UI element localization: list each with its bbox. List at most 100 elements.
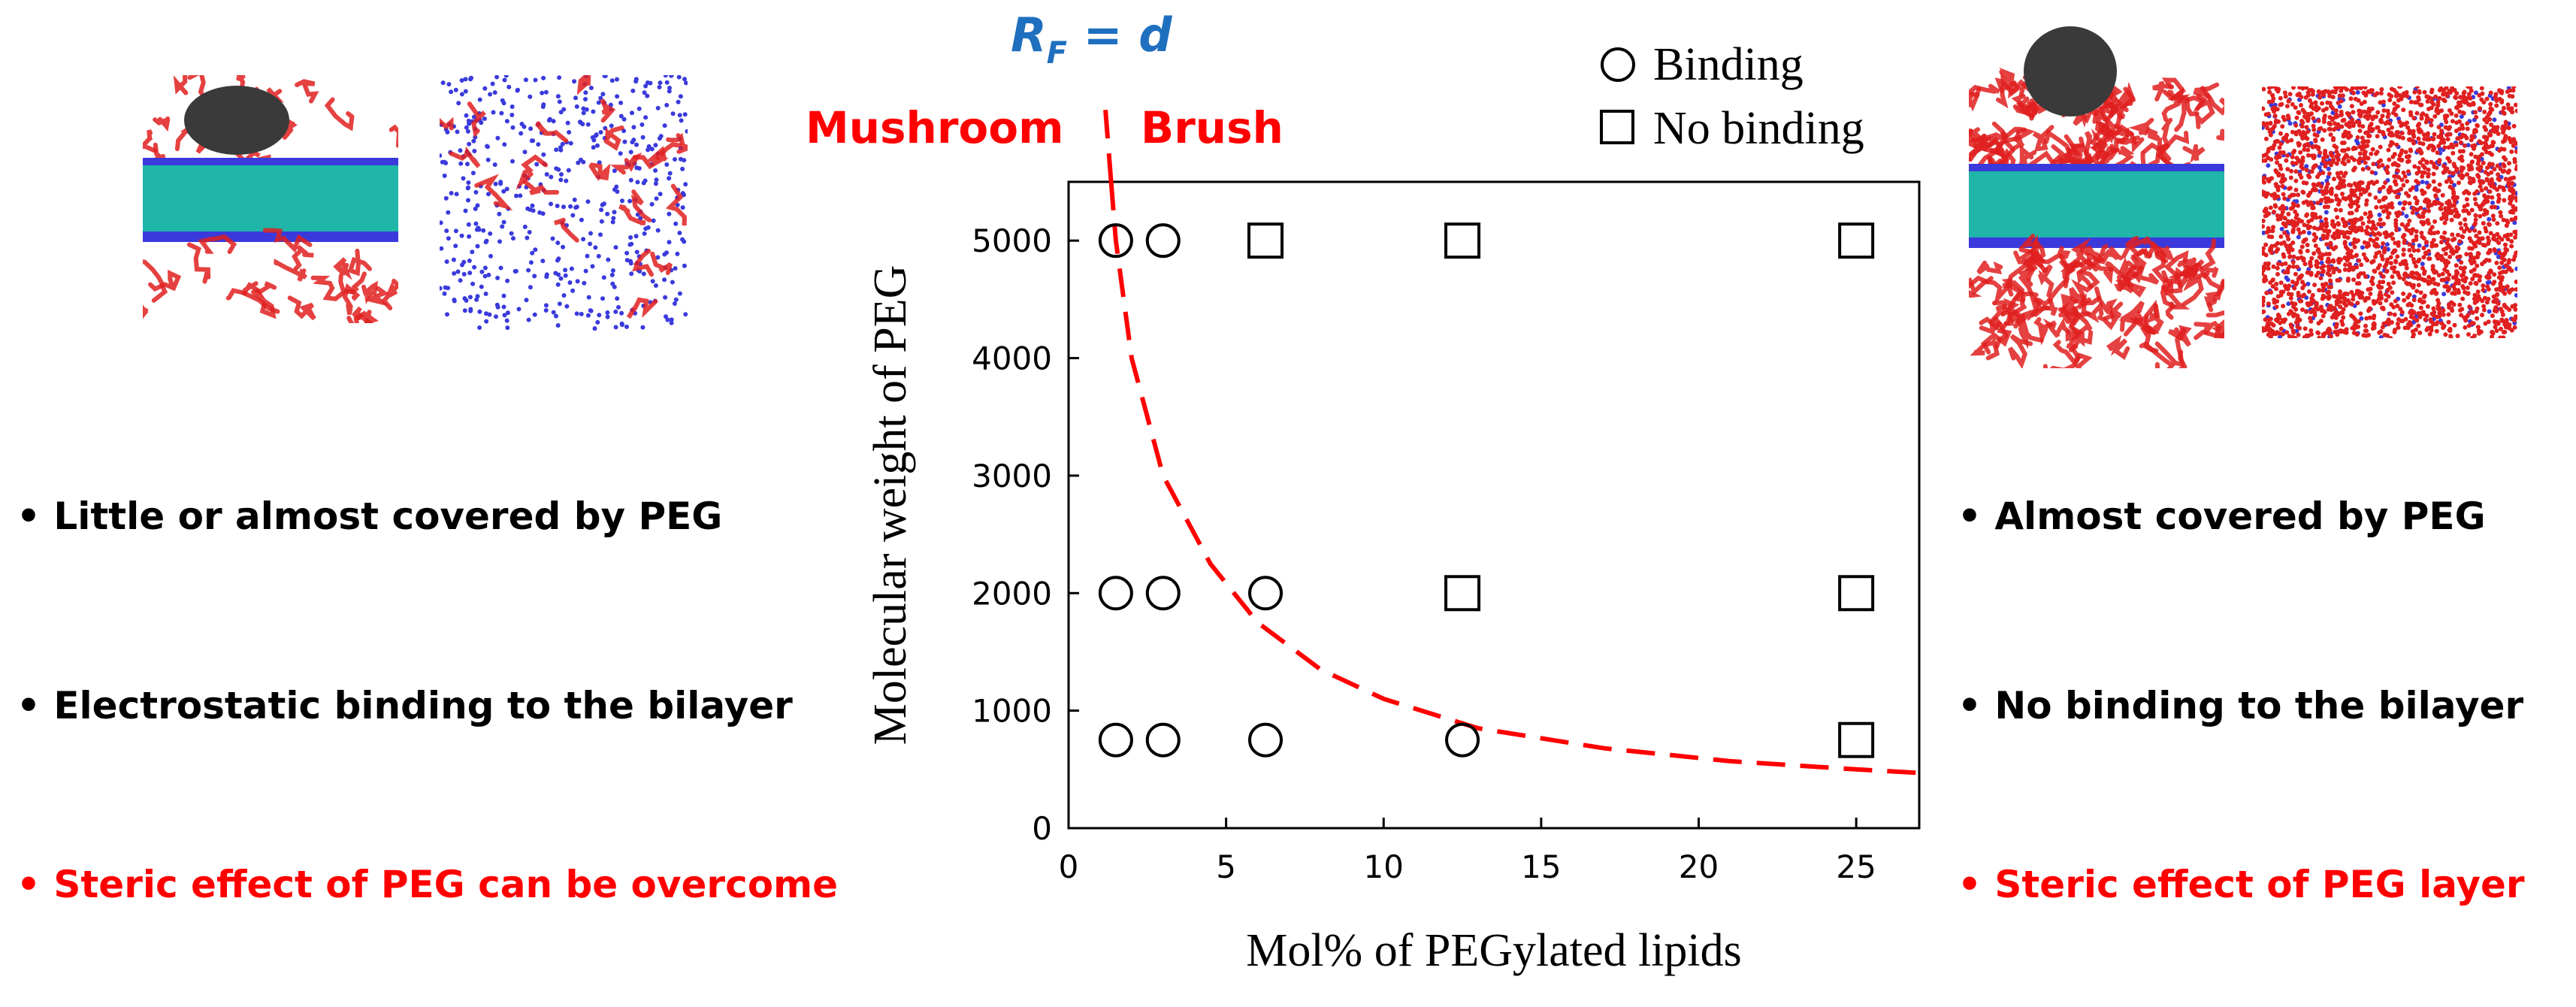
lipid-headgroup-dot — [2391, 280, 2396, 286]
lipid-headgroup-dot — [2345, 154, 2350, 159]
lipid-headgroup-dot — [2438, 132, 2444, 137]
lipid-headgroup-dot — [630, 88, 636, 93]
lipid-headgroup-dot — [2289, 168, 2294, 174]
protein-blob — [2024, 26, 2117, 116]
lipid-headgroup-dot — [556, 272, 561, 277]
lipid-headgroup-dot — [2262, 295, 2266, 301]
lipid-headgroup-dot — [2262, 106, 2266, 111]
lipid-headgroup-dot — [2267, 89, 2272, 95]
lipid-headgroup-dot — [2313, 100, 2318, 105]
lipid-headgroup-dot — [2466, 323, 2472, 328]
lipid-headgroup-dot — [532, 312, 537, 317]
peg-chain — [1999, 67, 2022, 99]
lipid-headgroup-dot — [606, 257, 611, 262]
lipid-headgroup-dot — [2421, 255, 2426, 260]
lipid-headgroup-dot — [492, 90, 497, 95]
lipid-headgroup-dot — [440, 220, 443, 225]
peg-chain — [292, 244, 314, 271]
peg-chain — [2194, 329, 2224, 340]
lipid-headgroup-dot — [2487, 222, 2492, 227]
lipid-headgroup-dot — [2285, 153, 2290, 158]
lipid-headgroup-dot — [673, 157, 677, 162]
lipid-headgroup-dot — [605, 310, 610, 315]
peg-chain — [338, 271, 367, 295]
peg-chain — [2161, 77, 2187, 100]
lipid-headgroup-dot — [560, 141, 565, 147]
lipid-headgroup-dot — [2411, 116, 2417, 121]
lipid-headgroup-dot — [484, 311, 488, 316]
lipid-headgroup-dot — [574, 104, 579, 109]
lipid-headgroup-dot — [2304, 168, 2309, 173]
lipid-headgroup-dot — [526, 268, 531, 273]
lipid-headgroup-dot — [463, 208, 468, 213]
lipid-headgroup-dot — [2494, 260, 2499, 265]
lipid-headgroup-dot — [2514, 108, 2517, 113]
lipid-headgroup-dot — [2446, 145, 2451, 150]
lipid-headgroup-dot — [601, 201, 606, 207]
x-tick-label: 5 — [1216, 848, 1236, 885]
lipid-headgroup-dot — [2487, 309, 2492, 314]
lipid-headgroup-dot — [2294, 199, 2299, 204]
lipid-headgroup-dot — [597, 160, 602, 165]
lipid-headgroup-dot — [2363, 160, 2368, 165]
lipid-headgroup-dot — [2473, 213, 2478, 218]
lipid-headgroup-dot — [2343, 262, 2348, 268]
lipid-headgroup-dot — [561, 293, 567, 298]
no-binding-point — [1838, 575, 1875, 612]
lipid-headgroup-dot — [2305, 147, 2311, 153]
binding-point — [1098, 722, 1133, 758]
binding-point — [1098, 576, 1133, 611]
lipid-headgroup-dot — [678, 156, 683, 162]
lipid-headgroup-dot — [528, 94, 533, 99]
lipid-headgroup-dot — [563, 273, 568, 278]
lipid-headgroup-dot — [516, 307, 522, 312]
lipid-headgroup-dot — [2473, 201, 2478, 207]
lipid-headgroup-dot — [555, 240, 561, 246]
lipid-headgroup-dot — [540, 104, 546, 109]
lipid-headgroup-dot — [502, 142, 507, 147]
peg-chain — [576, 75, 591, 95]
lipid-headgroup-dot — [549, 201, 553, 207]
lipid-headgroup-dot — [2298, 249, 2303, 255]
lipid-headgroup-dot — [2345, 251, 2351, 256]
lipid-headgroup-dot — [488, 253, 493, 259]
lipid-headgroup-dot — [612, 210, 617, 215]
lipid-headgroup-dot — [2460, 234, 2465, 239]
lipid-headgroup-dot — [509, 231, 514, 236]
lipid-headgroup-dot — [2272, 113, 2278, 119]
lipid-headgroup-dot — [595, 143, 600, 148]
lipid-headgroup-dot — [2289, 292, 2294, 297]
peg-chain — [626, 297, 658, 319]
lipid-headgroup-dot — [2372, 313, 2377, 319]
lipid-headgroup-dot — [475, 203, 480, 208]
lipid-headgroup-dot — [2327, 115, 2333, 119]
lipid-headgroup-dot — [676, 75, 682, 80]
lipid-headgroup-dot — [2281, 240, 2287, 245]
lipid-headgroup-dot — [2414, 229, 2419, 234]
lipid-headgroup-dot — [667, 211, 672, 216]
lipid-headgroup-dot — [473, 206, 478, 211]
peg-chain — [2103, 261, 2132, 292]
lipid-headgroup-dot — [581, 237, 586, 242]
lipid-headgroup-dot — [2332, 294, 2337, 299]
lipid-headgroup-dot — [2444, 132, 2450, 138]
x-tick-label: 25 — [1836, 848, 1876, 885]
peg-chain — [2160, 117, 2190, 150]
lipid-headgroup-dot — [627, 242, 633, 247]
peg-chain — [1979, 304, 2007, 334]
lipid-headgroup-dot — [2402, 325, 2408, 331]
lipid-headgroup-dot — [618, 151, 623, 156]
peg-chain — [389, 124, 398, 148]
lipid-headgroup-dot — [2330, 95, 2336, 100]
lipid-headgroup-dot — [452, 271, 457, 276]
lipid-headgroup-dot — [2442, 267, 2448, 272]
lipid-headgroup-dot — [624, 250, 630, 256]
lipid-headgroup-dot — [588, 308, 593, 313]
lipid-headgroup-dot — [2336, 256, 2342, 262]
lipid-headgroup-dot — [564, 178, 569, 183]
right-side-view-snapshot — [1969, 26, 2224, 368]
lipid-headgroup-dot — [629, 271, 634, 277]
peg-chain — [143, 129, 157, 153]
lipid-headgroup-dot — [467, 141, 472, 147]
lipid-headgroup-dot — [442, 173, 447, 178]
